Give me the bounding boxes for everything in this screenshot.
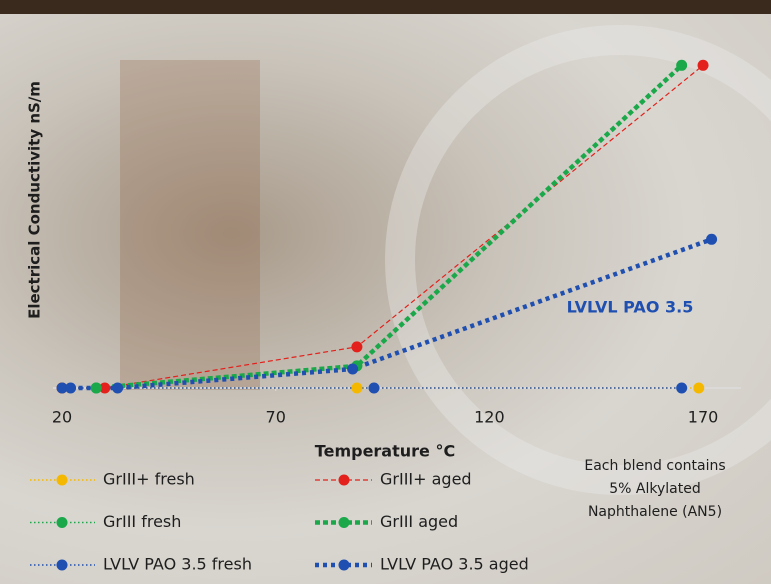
legend-label: LVLV PAO 3.5 fresh bbox=[103, 555, 252, 574]
point bbox=[91, 383, 102, 394]
page: Electrical Conductivity nS/m Temperature… bbox=[0, 0, 771, 584]
annotation: LVLVL PAO 3.5 bbox=[567, 298, 694, 317]
point bbox=[698, 60, 709, 71]
legend-label: GrIII+ aged bbox=[380, 470, 472, 489]
x-tick-label: 20 bbox=[52, 408, 72, 427]
x-axis-label: Temperature °C bbox=[315, 442, 455, 461]
point bbox=[676, 383, 687, 394]
photo-edge bbox=[0, 0, 771, 14]
x-tick-label: 170 bbox=[688, 408, 719, 427]
note-line: Naphthalene (AN5) bbox=[588, 504, 722, 520]
legend-marker bbox=[57, 560, 68, 571]
point bbox=[351, 383, 362, 394]
legend-label: GrIII aged bbox=[380, 512, 458, 531]
point bbox=[693, 383, 704, 394]
y-axis-label: Electrical Conductivity nS/m bbox=[26, 81, 44, 319]
point bbox=[347, 364, 358, 375]
point bbox=[368, 383, 379, 394]
chart: Electrical Conductivity nS/m Temperature… bbox=[0, 0, 771, 584]
x-tick-label: 70 bbox=[266, 408, 286, 427]
x-tick-label: 120 bbox=[474, 408, 505, 427]
legend-marker bbox=[339, 560, 350, 571]
legend-label: LVLV PAO 3.5 aged bbox=[380, 555, 529, 574]
point bbox=[706, 234, 717, 245]
note-line: Each blend contains bbox=[584, 458, 725, 474]
note-line: 5% Alkylated bbox=[609, 481, 700, 497]
legend-marker bbox=[339, 517, 350, 528]
legend-marker bbox=[57, 517, 68, 528]
legend-marker bbox=[57, 475, 68, 486]
point bbox=[112, 383, 123, 394]
point bbox=[676, 60, 687, 71]
point bbox=[65, 383, 76, 394]
legend-label: GrIII fresh bbox=[103, 512, 181, 531]
point bbox=[351, 341, 362, 352]
legend-label: GrIII+ fresh bbox=[103, 470, 195, 489]
legend-marker bbox=[339, 475, 350, 486]
photo-shape bbox=[120, 60, 260, 390]
